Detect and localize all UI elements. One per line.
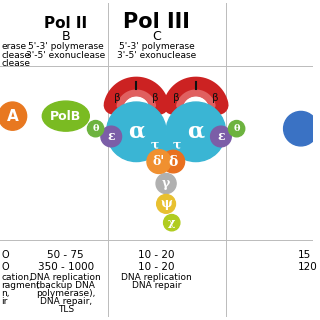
Text: 15: 15 — [298, 250, 311, 260]
Text: χ: χ — [168, 217, 175, 228]
Text: θ: θ — [92, 124, 99, 133]
Text: γ: γ — [162, 177, 170, 190]
Text: 10 - 20: 10 - 20 — [139, 250, 175, 260]
Text: erase: erase — [2, 43, 27, 52]
Text: DNA repair,: DNA repair, — [40, 297, 92, 306]
Text: α: α — [128, 121, 145, 143]
Text: 5'-3' polymerase: 5'-3' polymerase — [28, 43, 104, 52]
Text: DNA replication: DNA replication — [121, 273, 192, 283]
Text: 350 - 1000: 350 - 1000 — [38, 262, 94, 272]
Circle shape — [147, 150, 171, 173]
Text: clease: clease — [2, 60, 31, 68]
Text: τ: τ — [173, 140, 181, 152]
Text: polymerase),: polymerase), — [36, 289, 95, 298]
Text: τ: τ — [151, 140, 159, 152]
Text: 120: 120 — [298, 262, 317, 272]
Text: DNA replication: DNA replication — [30, 273, 101, 283]
Text: θ: θ — [233, 124, 240, 133]
Text: clease: clease — [2, 51, 31, 60]
Circle shape — [164, 214, 180, 231]
Circle shape — [142, 133, 168, 159]
Text: 3'-5' exonuclease: 3'-5' exonuclease — [26, 51, 105, 60]
Text: O: O — [2, 262, 9, 272]
Text: A: A — [7, 108, 19, 124]
Circle shape — [211, 126, 231, 147]
Circle shape — [164, 133, 190, 159]
Text: β: β — [212, 92, 219, 103]
Text: C: C — [152, 30, 161, 43]
Text: β: β — [114, 92, 120, 103]
Circle shape — [107, 102, 166, 162]
Circle shape — [166, 102, 226, 162]
Circle shape — [284, 111, 318, 146]
Text: ε: ε — [108, 130, 115, 143]
Text: 50 - 75: 50 - 75 — [47, 250, 84, 260]
Ellipse shape — [42, 101, 89, 131]
Circle shape — [228, 121, 245, 137]
Text: β: β — [173, 92, 180, 103]
Text: O: O — [2, 250, 9, 260]
Text: ψ: ψ — [160, 197, 172, 210]
Text: ε: ε — [217, 130, 225, 143]
Text: δ: δ — [169, 155, 178, 169]
Circle shape — [162, 150, 185, 173]
Text: 5'-3' polymerase: 5'-3' polymerase — [119, 43, 195, 52]
Text: B: B — [61, 30, 70, 43]
Circle shape — [156, 173, 176, 194]
Text: α: α — [187, 121, 204, 143]
Text: δ': δ' — [153, 155, 165, 168]
Text: n,: n, — [2, 289, 10, 298]
Text: Pol II: Pol II — [44, 16, 87, 31]
Text: PolB: PolB — [50, 110, 81, 123]
Circle shape — [87, 121, 104, 137]
Text: TLS: TLS — [58, 305, 74, 314]
Text: 3'-5' exonuclease: 3'-5' exonuclease — [117, 51, 196, 60]
Circle shape — [0, 102, 27, 130]
Text: ragment: ragment — [2, 281, 40, 290]
Text: β: β — [152, 92, 159, 103]
Circle shape — [157, 195, 175, 213]
Text: Pol III: Pol III — [123, 12, 190, 32]
Text: cation,: cation, — [2, 273, 32, 283]
Text: (backup DNA: (backup DNA — [36, 281, 95, 290]
Text: ir: ir — [2, 297, 8, 306]
Text: DNA repair: DNA repair — [132, 281, 181, 290]
Circle shape — [101, 126, 122, 147]
Text: 10 - 20: 10 - 20 — [139, 262, 175, 272]
